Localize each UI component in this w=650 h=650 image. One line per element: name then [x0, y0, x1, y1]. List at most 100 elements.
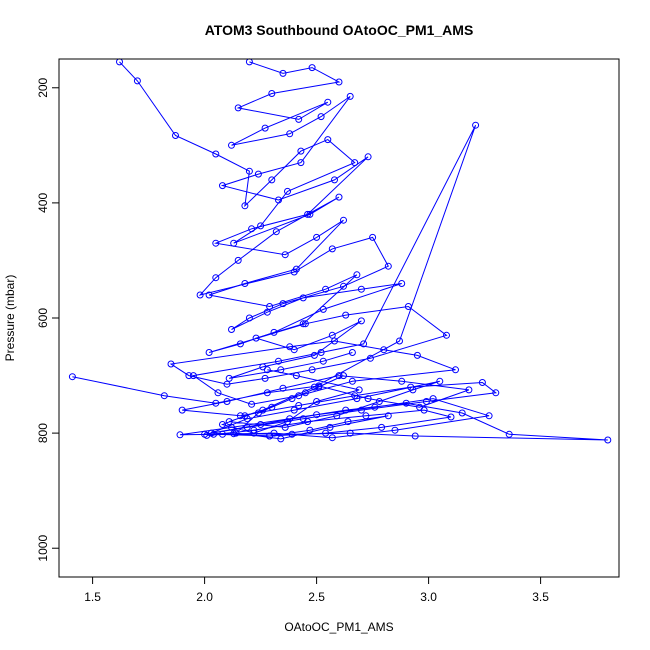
data-point: [234, 256, 242, 264]
data-point: [384, 412, 392, 420]
data-point: [236, 340, 244, 348]
data-point: [212, 239, 220, 247]
chart-title: ATOM3 Southbound OAtoOC_PM1_AMS: [205, 22, 474, 38]
y-tick-label: 600: [36, 308, 50, 328]
data-point: [286, 130, 294, 138]
data-point: [261, 124, 269, 132]
data-point: [270, 328, 278, 336]
data-point: [189, 372, 197, 380]
data-point: [465, 386, 473, 394]
data-point: [167, 360, 175, 368]
data-point: [346, 92, 354, 100]
data-point: [225, 374, 233, 382]
data-point: [263, 389, 271, 397]
data-point: [353, 271, 361, 279]
y-tick-label: 1000: [36, 535, 50, 562]
data-point: [407, 383, 415, 391]
data-point: [245, 314, 253, 322]
data-point: [268, 176, 276, 184]
data-point: [404, 303, 412, 310]
data-point: [212, 150, 220, 158]
data-point: [308, 366, 316, 374]
data-point: [299, 320, 307, 328]
series-line-3: [208, 61, 369, 379]
data-point: [228, 326, 235, 333]
data-point: [342, 406, 350, 414]
data-point: [257, 421, 265, 428]
data-point: [357, 285, 365, 293]
data-point: [290, 406, 298, 414]
data-point: [245, 167, 253, 175]
data-point: [281, 423, 289, 431]
data-point: [313, 411, 321, 419]
data-point: [413, 351, 421, 359]
data-point: [420, 406, 428, 414]
data-point: [340, 216, 347, 224]
data-point: [252, 334, 260, 342]
data-point: [241, 280, 249, 287]
data-point: [214, 389, 222, 397]
data-point: [357, 317, 365, 325]
data-point: [317, 113, 325, 121]
data-point: [335, 372, 343, 380]
data-point: [225, 418, 233, 426]
data-point: [263, 308, 271, 316]
data-point: [355, 386, 363, 394]
data-point: [371, 403, 379, 411]
data-point: [301, 389, 309, 397]
data-point: [228, 141, 235, 149]
x-tick-label: 1.5: [84, 590, 101, 604]
data-point: [292, 372, 300, 380]
data-point: [288, 430, 296, 438]
data-point: [447, 413, 455, 421]
data-point: [203, 431, 211, 439]
data-point: [364, 395, 372, 403]
data-point: [384, 262, 392, 270]
data-point: [342, 311, 350, 319]
data-point: [223, 398, 231, 405]
data-point: [344, 418, 352, 426]
data-point: [326, 423, 334, 431]
data-point: [268, 90, 276, 97]
data-point: [322, 285, 330, 293]
data-point: [275, 357, 282, 365]
data-point: [172, 132, 179, 139]
data-point: [360, 340, 368, 348]
data-point: [308, 64, 316, 72]
data-point: [284, 187, 291, 195]
x-axis: 1.5 2.0 2.5 3.0 3.5: [84, 576, 549, 604]
data-point: [212, 399, 220, 407]
data-point: [210, 430, 218, 438]
data-point: [335, 78, 343, 86]
data-point: [362, 412, 370, 420]
x-tick-label: 3.5: [532, 590, 549, 604]
data-point: [275, 196, 282, 204]
data-point: [286, 415, 294, 423]
data-point: [324, 136, 332, 144]
data-point: [272, 228, 280, 236]
data-point: [259, 363, 267, 371]
data-point: [328, 245, 336, 253]
x-tick-label: 3.0: [420, 590, 437, 604]
data-point: [331, 176, 338, 184]
data-point: [266, 432, 274, 440]
x-axis-label: OAtoOC_PM1_AMS: [284, 620, 393, 634]
data-point: [236, 412, 244, 420]
data-point: [375, 398, 383, 405]
data-point: [219, 182, 226, 190]
data-point: [340, 282, 347, 290]
data-point: [472, 121, 480, 129]
series-line-2: [72, 375, 608, 441]
data-point: [366, 354, 374, 362]
data-point: [492, 389, 500, 397]
data-point: [243, 423, 251, 431]
data-point: [436, 377, 444, 385]
data-point: [254, 170, 262, 178]
y-tick-label: 800: [36, 423, 50, 443]
data-point: [485, 412, 493, 420]
data-point: [443, 331, 450, 339]
y-tick-label: 400: [36, 193, 50, 213]
data-point: [429, 395, 437, 403]
data-point: [248, 225, 256, 233]
